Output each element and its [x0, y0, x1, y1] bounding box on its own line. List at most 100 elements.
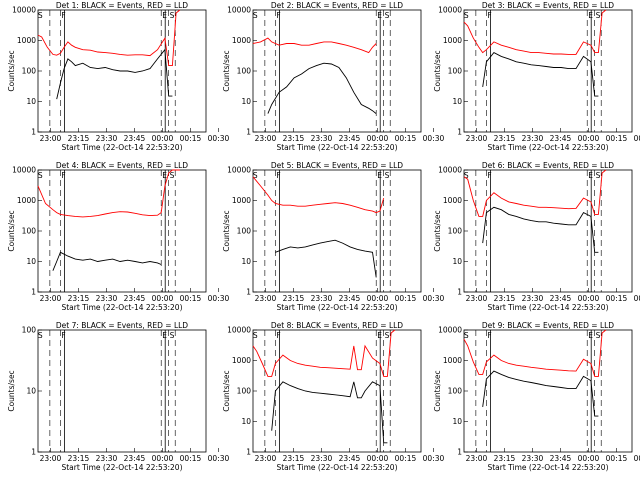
marker-label: F — [61, 11, 65, 20]
x-tick-label: 00:30 — [423, 454, 445, 463]
x-tick-label: 23:00 — [255, 454, 277, 463]
x-tick-label: 23:30 — [522, 134, 544, 143]
x-tick-label: 23:30 — [522, 294, 544, 303]
x-tick-label: 00:30 — [634, 454, 640, 463]
detector-panel-5: Det 5: BLACK = Events, RED = LLD 1 10 100 10… — [222, 161, 444, 312]
y-tick-label: 10000 — [438, 166, 462, 175]
x-tick-label: 23:45 — [550, 294, 572, 303]
x-tick-label: 00:00 — [578, 134, 600, 143]
y-tick-label: 1 — [457, 128, 462, 137]
lld-series-line — [252, 176, 385, 214]
x-tick-label: 00:00 — [367, 454, 389, 463]
y-axis-label: Counts/sec — [222, 210, 231, 251]
x-tick-label: 00:00 — [578, 294, 600, 303]
x-tick-label: 00:15 — [606, 454, 628, 463]
x-tick-label: 00:30 — [208, 294, 230, 303]
y-tick-label: 100 — [448, 67, 463, 76]
y-tick-label: 10000 — [438, 6, 462, 15]
y-tick-label: 10000 — [438, 326, 462, 335]
y-tick-label: 10 — [26, 97, 36, 106]
x-tick-label: 23:15 — [494, 134, 516, 143]
marker-label: F — [487, 331, 491, 340]
x-tick-label: 00:30 — [634, 294, 640, 303]
y-axis-label: Counts/sec — [7, 50, 16, 91]
plot-frame — [37, 329, 207, 453]
marker-label: S — [385, 331, 390, 340]
x-tick-label: 00:00 — [152, 134, 174, 143]
y-tick-label: 100 — [448, 387, 463, 396]
marker-label: E — [162, 11, 167, 20]
plot-frame — [463, 9, 633, 133]
y-tick-label: 1 — [31, 128, 36, 137]
y-tick-label: 1000 — [443, 356, 462, 365]
x-tick-label: 23:00 — [40, 294, 62, 303]
x-tick-label: 00:00 — [152, 294, 174, 303]
x-tick-label: 23:45 — [124, 134, 146, 143]
detector-panel-3: Det 3: BLACK = Events, RED = LLD 1 10 100 10… — [433, 1, 640, 152]
x-tick-label: 23:30 — [311, 454, 333, 463]
x-tick-label: 23:00 — [255, 134, 277, 143]
y-axis-label: Counts/sec — [7, 210, 16, 251]
events-series-line — [482, 206, 599, 253]
y-tick-label: 1000 — [17, 196, 36, 205]
x-tick-label: 23:45 — [124, 294, 146, 303]
marker-label: S — [464, 171, 469, 180]
y-tick-label: 10 — [452, 417, 462, 426]
x-tick-label: 00:15 — [395, 134, 417, 143]
marker-label: S — [253, 331, 258, 340]
y-tick-label: 1 — [31, 448, 36, 457]
x-tick-label: 23:15 — [494, 454, 516, 463]
detector-panel-1: Det 1: BLACK = Events, RED = LLD 1 10 100 10… — [7, 1, 229, 152]
marker-label: S — [596, 171, 601, 180]
marker-label: S — [385, 11, 390, 20]
lld-series-line — [252, 37, 377, 54]
events-series-line — [271, 381, 388, 444]
x-tick-label: 23:00 — [40, 134, 62, 143]
x-tick-label: 23:45 — [339, 294, 361, 303]
y-axis-label: Counts/sec — [222, 50, 231, 91]
x-tick-label: 23:00 — [466, 454, 488, 463]
marker-label: F — [276, 171, 280, 180]
marker-label: E — [162, 331, 167, 340]
x-axis-label: Start Time (22-Oct-14 22:53:20) — [487, 143, 608, 152]
x-tick-label: 00:15 — [606, 294, 628, 303]
y-tick-label: 1000 — [443, 196, 462, 205]
plot-frame — [463, 329, 633, 453]
x-tick-label: 23:30 — [96, 294, 118, 303]
marker-label: S — [170, 331, 175, 340]
panel-title: Det 5: BLACK = Events, RED = LLD — [271, 161, 403, 170]
x-tick-label: 00:15 — [395, 454, 417, 463]
panel-title: Det 7: BLACK = Events, RED = LLD — [56, 321, 188, 330]
panel-title: Det 3: BLACK = Events, RED = LLD — [482, 1, 614, 10]
marker-label: S — [464, 331, 469, 340]
marker-label: S — [38, 331, 43, 340]
marker-label: F — [276, 331, 280, 340]
y-tick-label: 1 — [246, 288, 251, 297]
x-tick-label: 23:15 — [283, 134, 305, 143]
y-tick-label: 1000 — [232, 196, 251, 205]
marker-label: F — [276, 11, 280, 20]
detector-panel-7: Det 7: BLACK = Events, RED = LLD 1 10 100 23… — [7, 321, 229, 472]
plot-frame — [252, 169, 422, 293]
panel-title: Det 4: BLACK = Events, RED = LLD — [56, 161, 188, 170]
marker-label: E — [588, 11, 593, 20]
x-tick-label: 00:15 — [180, 294, 202, 303]
events-series-line — [267, 62, 377, 114]
y-tick-label: 10000 — [227, 326, 251, 335]
y-tick-label: 10 — [241, 417, 251, 426]
y-axis-label: Counts/sec — [7, 370, 16, 411]
panel-title: Det 1: BLACK = Events, RED = LLD — [56, 1, 188, 10]
marker-label: E — [377, 171, 382, 180]
y-tick-label: 1000 — [17, 36, 36, 45]
marker-label: F — [487, 171, 491, 180]
y-tick-label: 10 — [26, 387, 36, 396]
x-axis-label: Start Time (22-Oct-14 22:53:20) — [487, 463, 608, 472]
marker-label: F — [61, 171, 65, 180]
panel-title: Det 8: BLACK = Events, RED = LLD — [271, 321, 403, 330]
marker-label: S — [385, 171, 390, 180]
y-axis-label: Counts/sec — [222, 370, 231, 411]
marker-label: E — [377, 331, 382, 340]
y-tick-label: 100 — [22, 326, 37, 335]
x-axis-label: Start Time (22-Oct-14 22:53:20) — [276, 303, 397, 312]
